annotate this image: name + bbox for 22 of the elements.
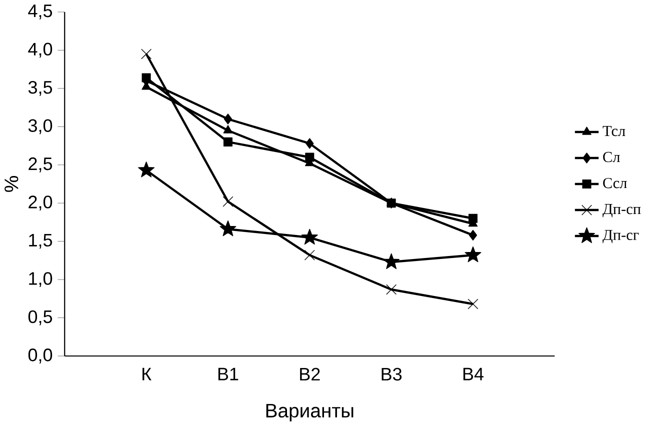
y-tick-label: 2,0	[28, 196, 52, 211]
x-tick-label: В3	[382, 368, 402, 381]
y-tick-label: 2,5	[28, 157, 52, 172]
legend-label: Сл	[603, 152, 620, 162]
legend-label: Дп-сг	[602, 230, 639, 244]
y-tick-label: 0,5	[28, 310, 52, 326]
y-tick-label: 3,5	[28, 80, 52, 96]
y-tick-label: 1,0	[29, 272, 52, 287]
legend-label: Дп-сп	[602, 204, 641, 218]
y-tick-label: 0,0	[28, 348, 52, 364]
y-tick-label: 3,0	[28, 119, 52, 134]
y-tick-label: 4,5	[28, 4, 52, 20]
x-axis-title: Варианты	[266, 404, 354, 422]
x-tick-label: В1	[218, 368, 238, 380]
x-tick-label: В2	[300, 368, 320, 380]
legend-label: Ссл	[603, 178, 627, 188]
y-axis-title: %	[4, 176, 18, 192]
legend-label: Тсл	[602, 126, 626, 136]
y-tick-label: 4,0	[28, 42, 52, 58]
y-tick-label: 1,5	[29, 234, 52, 249]
x-tick-label: К	[142, 368, 152, 380]
x-tick-label: В4	[463, 368, 484, 380]
